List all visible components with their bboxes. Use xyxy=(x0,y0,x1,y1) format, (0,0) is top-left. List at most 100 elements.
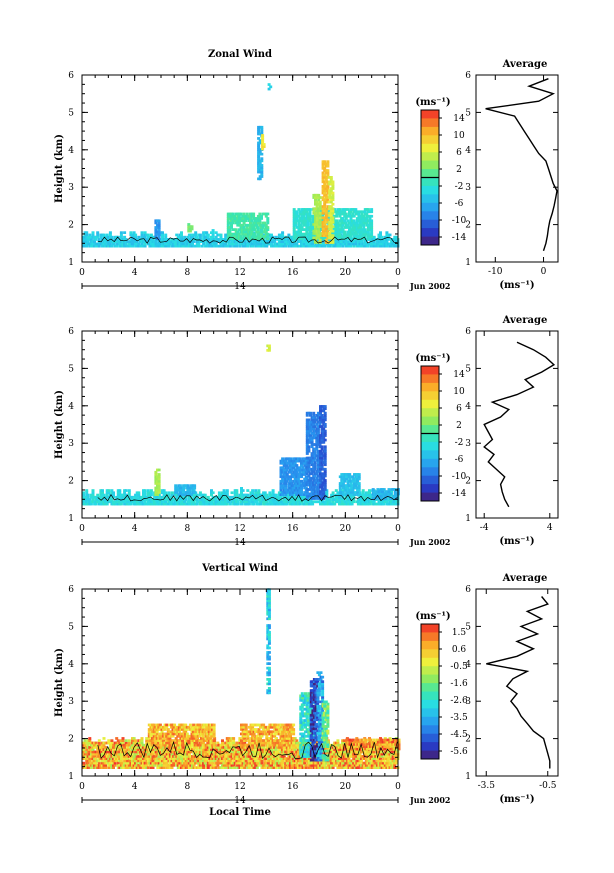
heatmap-cell xyxy=(131,737,134,740)
heatmap-cell xyxy=(131,498,134,501)
heatmap-cell xyxy=(341,491,345,494)
heatmap-cell xyxy=(135,500,139,504)
heatmap-cell xyxy=(219,233,223,237)
heatmap-cell xyxy=(178,486,182,490)
heatmap-cell xyxy=(156,486,159,490)
heatmap-cell xyxy=(315,454,319,458)
heatmap-cell xyxy=(347,498,351,501)
heatmap-cell xyxy=(362,232,366,236)
heatmap-cell xyxy=(121,244,125,248)
heatmap-cell xyxy=(331,202,335,206)
heatmap-cell xyxy=(260,164,264,167)
heatmap-cell xyxy=(294,232,298,236)
heatmap-cell xyxy=(322,476,326,480)
heatmap-cell xyxy=(310,427,314,431)
heatmap-cell xyxy=(302,217,306,220)
heatmap-cell xyxy=(192,495,196,499)
heatmap-cell xyxy=(354,223,358,227)
heatmap-cell xyxy=(255,226,259,229)
heatmap-cell xyxy=(349,237,353,240)
heatmap-cell xyxy=(270,502,273,506)
heatmap-cell xyxy=(149,764,153,767)
heatmap-cell xyxy=(314,223,317,226)
heatmap-cell xyxy=(315,200,319,204)
heatmap-cell xyxy=(208,238,212,241)
heatmap-cell xyxy=(319,237,323,240)
heatmap-cell xyxy=(321,196,325,199)
x-tick-label: 0 xyxy=(79,524,85,534)
heatmap-cell xyxy=(164,500,168,504)
heatmap-cell xyxy=(270,244,273,248)
heatmap-cell xyxy=(154,221,158,225)
heatmap-cell xyxy=(97,743,101,747)
heatmap-cell xyxy=(324,234,328,237)
heatmap-cell xyxy=(258,141,262,145)
heatmap-cell xyxy=(345,475,349,479)
heatmap-cell xyxy=(266,212,270,216)
heatmap-cell xyxy=(305,492,309,496)
heatmap-cell xyxy=(260,175,264,178)
heatmap-cell xyxy=(142,766,145,769)
heatmap-cell xyxy=(316,416,320,419)
heatmap-cell xyxy=(225,502,229,506)
heatmap-cell xyxy=(246,502,250,506)
heatmap-cell xyxy=(309,458,312,462)
heatmap-cell xyxy=(194,235,198,239)
heatmap-cell xyxy=(323,173,327,177)
heatmap-cell xyxy=(351,221,355,225)
heatmap-cell xyxy=(132,231,136,234)
heatmap-cell xyxy=(252,498,256,501)
heatmap-cell xyxy=(183,757,187,760)
heatmap-cell xyxy=(143,502,147,506)
heatmap-cell xyxy=(285,473,289,476)
heatmap-cell xyxy=(328,500,332,504)
heatmap-cell xyxy=(307,429,311,433)
heatmap-cell xyxy=(379,235,382,239)
heatmap-cell xyxy=(292,461,296,465)
heatmap-cell xyxy=(352,495,356,499)
heatmap-cell xyxy=(161,489,164,492)
heatmap-cell xyxy=(91,750,95,754)
heatmap-cell xyxy=(370,230,374,234)
heatmap-cell xyxy=(394,502,398,506)
heatmap-cell xyxy=(299,228,302,231)
heatmap-cell xyxy=(154,757,158,760)
heatmap-cell xyxy=(323,479,327,482)
heatmap-cell xyxy=(364,500,368,504)
heatmap-cell xyxy=(323,481,327,484)
heatmap-cell xyxy=(208,498,212,501)
heatmap-cell xyxy=(156,230,159,234)
heatmap-cell xyxy=(271,491,275,495)
heatmap-cell xyxy=(300,500,303,504)
heatmap-cell xyxy=(105,491,109,495)
heatmap-cell xyxy=(341,482,345,485)
heatmap-cell xyxy=(245,226,249,229)
heatmap-cell xyxy=(167,757,171,760)
heatmap-cell xyxy=(226,228,230,231)
heatmap-cell xyxy=(310,232,313,236)
heatmap-cell xyxy=(202,493,206,497)
heatmap-cell xyxy=(151,242,155,246)
heatmap-cell xyxy=(93,746,97,749)
heatmap-cell xyxy=(354,228,358,231)
heatmap-cell xyxy=(305,447,309,451)
heatmap-cell xyxy=(310,237,313,240)
heatmap-cell xyxy=(324,176,328,179)
heatmap-cell xyxy=(198,235,202,239)
heatmap-cell xyxy=(299,217,302,220)
heatmap-cell xyxy=(202,238,206,241)
heatmap-cell xyxy=(89,764,93,767)
heatmap-cell xyxy=(178,502,182,506)
colorbar-segment xyxy=(421,492,439,502)
heatmap-cell xyxy=(317,198,321,202)
heatmap-cell xyxy=(294,221,298,225)
heatmap-cell xyxy=(238,242,242,246)
heatmap-cell xyxy=(318,232,322,235)
heatmap-cell xyxy=(368,235,372,238)
heatmap-cell xyxy=(184,757,188,760)
day-label: 14 xyxy=(234,538,246,548)
heatmap-cell xyxy=(372,235,376,239)
heatmap-cell xyxy=(245,235,249,238)
heatmap-cell xyxy=(113,244,117,248)
heatmap-cell xyxy=(202,500,206,504)
